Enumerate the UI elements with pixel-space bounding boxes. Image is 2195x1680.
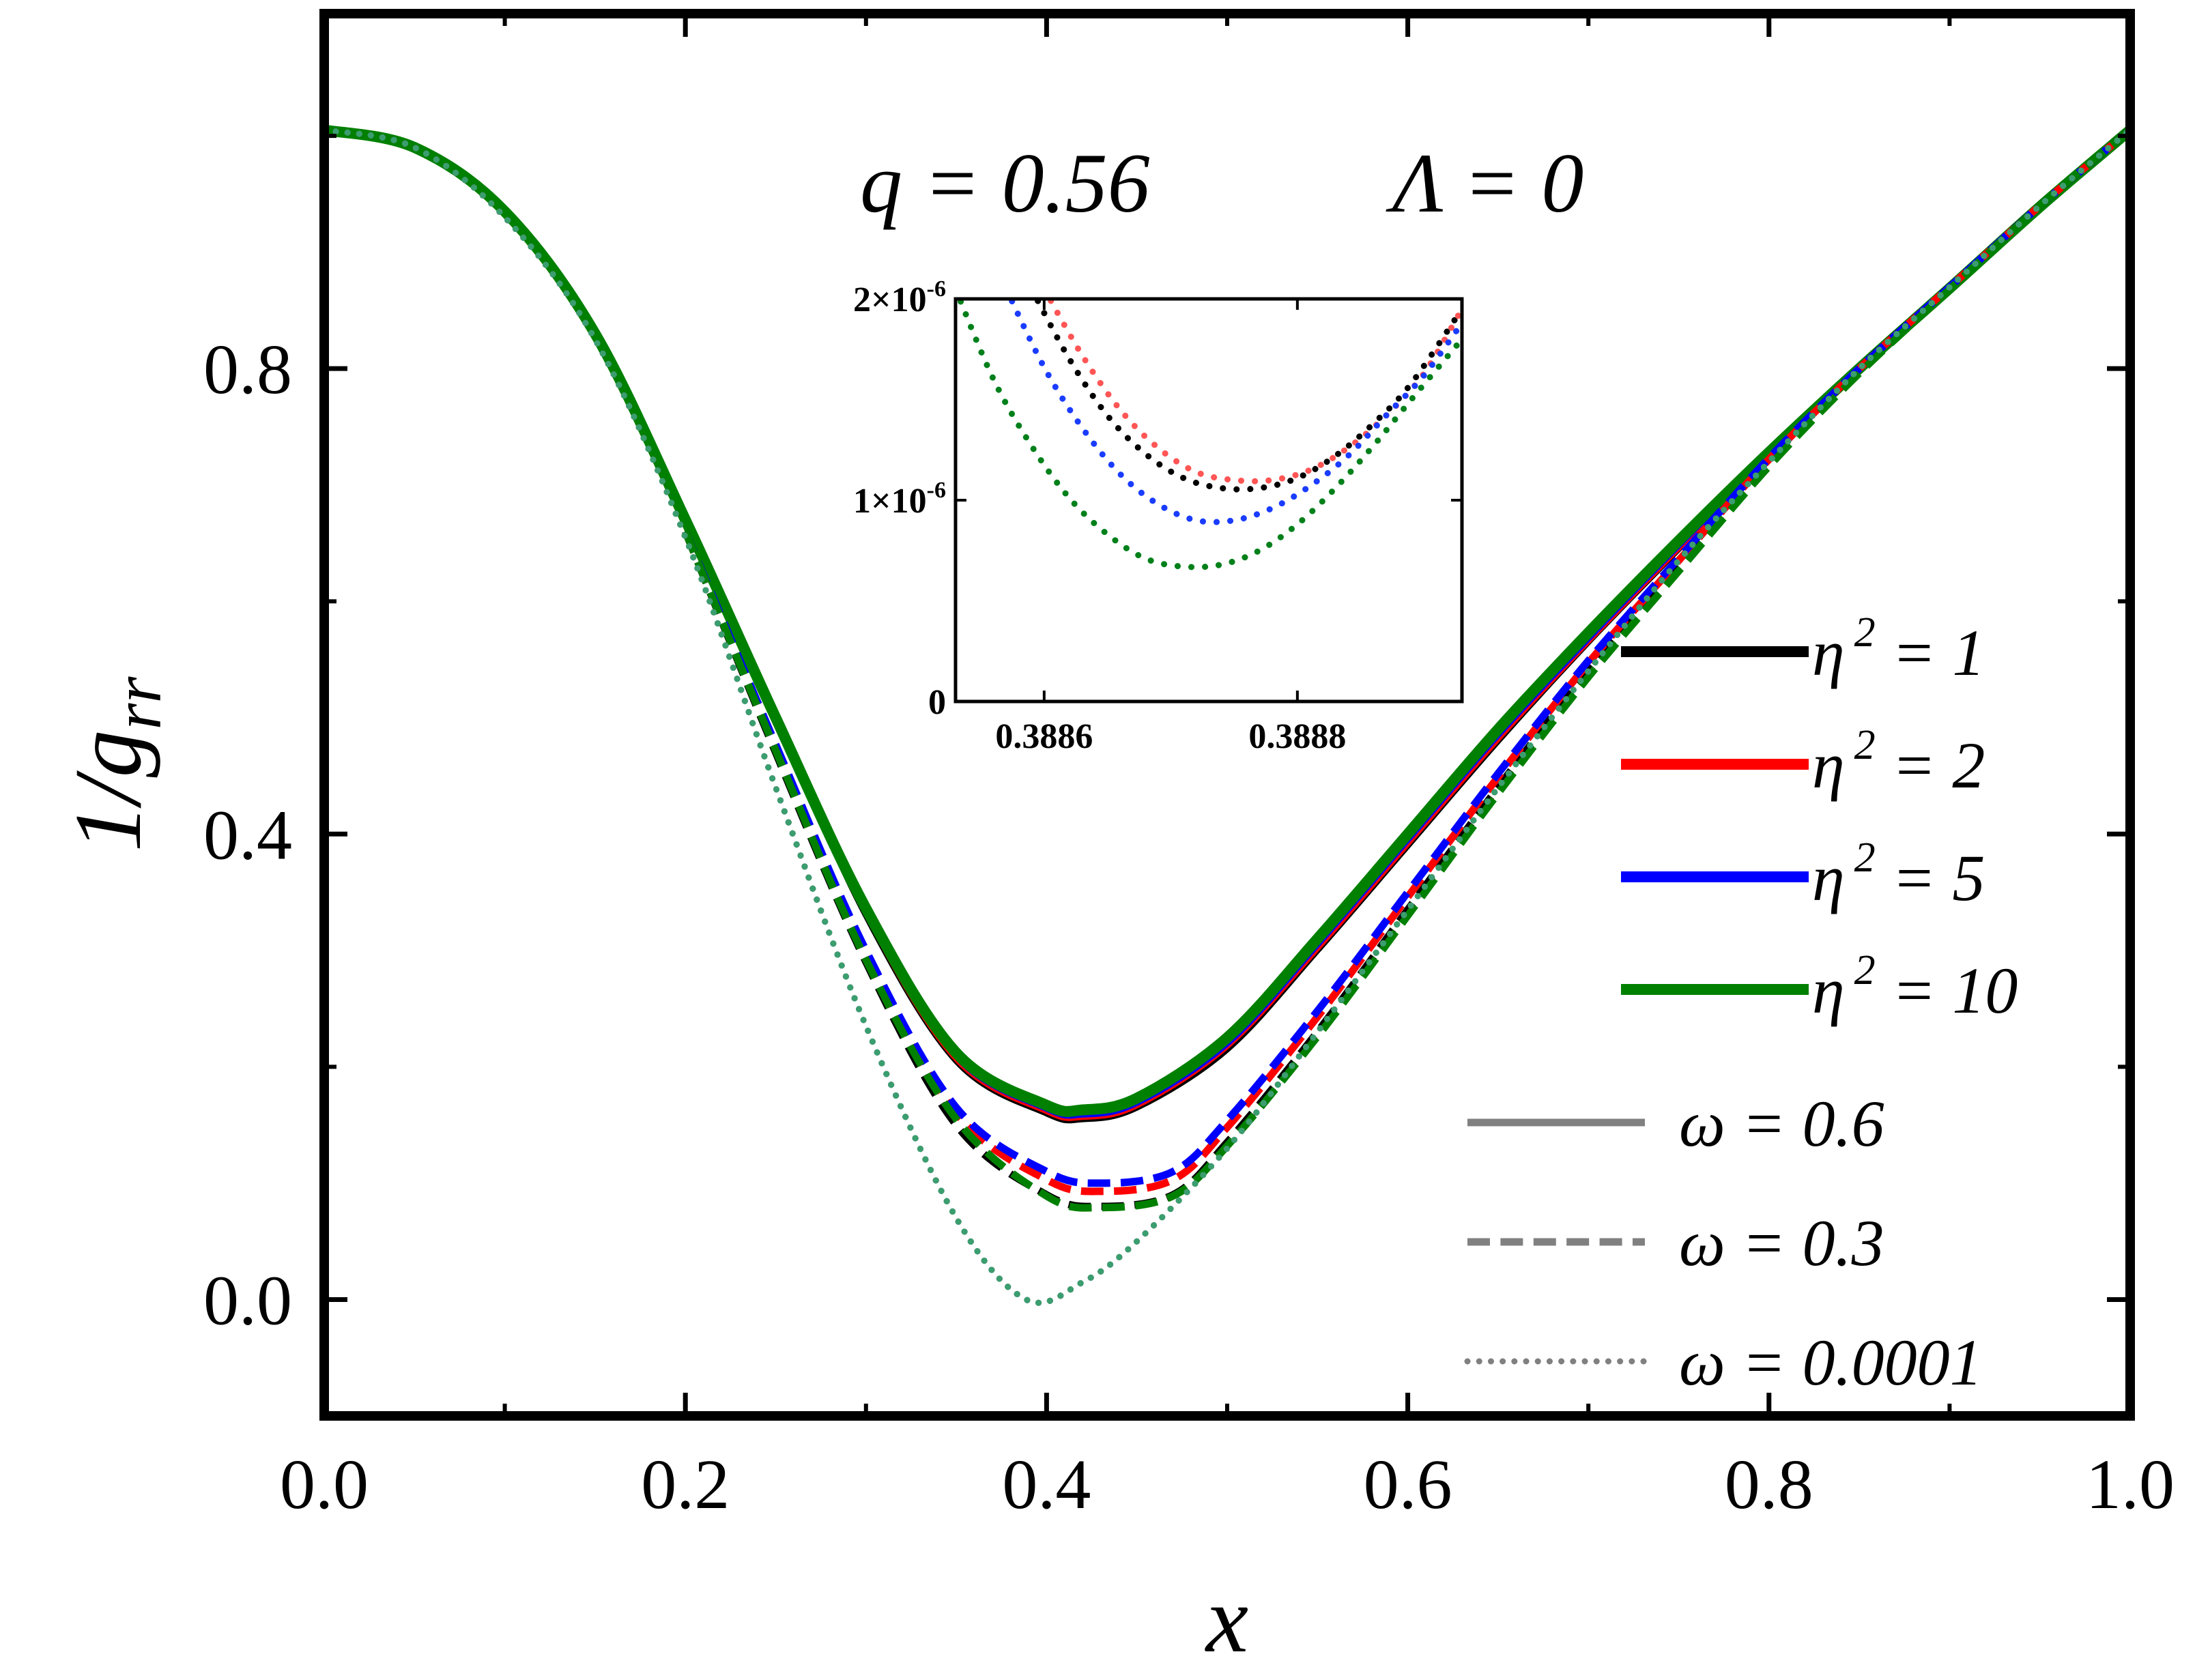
x-tick-label: 0.4 [1002,1445,1091,1524]
series-line-7 [682,127,2133,1212]
inset-series-line-3 [956,299,1462,570]
x-tick-label: 0.6 [1364,1445,1452,1524]
main-curves [321,124,2134,1306]
inset-x-tick-label: 0.3888 [1248,717,1346,756]
y-axis-label-main: 1/g [55,729,161,852]
inset-curves [956,299,1462,570]
y-tick-label: 0.4 [203,796,292,874]
annotation-lambda: Λ = 0 [1386,136,1583,230]
svg-text:1/grr: 1/grr [55,676,175,852]
x-tick-label: 1.0 [2086,1445,2175,1524]
inset-y-tick-label: 0 [928,683,946,722]
main-axes: 0.0 0.2 0.4 0.6 0.8 1.0 0.0 0.4 0.8 [203,14,2175,1524]
inset-series-line-1 [1046,299,1462,484]
x-tick-label: 0.2 [641,1445,730,1524]
legend-style-label: ω = 0.6 [1679,1087,1884,1160]
inset-background [956,299,1462,701]
x-axis-label: x [1205,1567,1248,1672]
inset-chart: 0.3886 0.3888 0 1×10-6 2×10-6 [853,276,1464,756]
inset-series-line-0 [1033,299,1462,493]
y-axis-label-subscript: rr [100,676,175,730]
plot-frame [319,9,2135,1421]
series-line-6 [682,127,2133,1187]
y-axis-label: 1/grr [55,676,175,852]
series-line-11 [321,127,2134,1306]
x-tick-label: 0.8 [1725,1445,1813,1524]
inset-x-tick-label: 0.3886 [995,717,1093,756]
inset-y-tick-label: 2×10-6 [853,276,946,319]
annotation-q: q = 0.56 [860,136,1150,230]
x-tick-label: 0.0 [280,1445,369,1524]
inset-y-tick-label: 1×10-6 [853,478,946,521]
legend-style-label: ω = 0.0001 [1679,1326,1983,1399]
y-tick-label: 0.0 [203,1261,292,1339]
inset-axes: 0.3886 0.3888 0 1×10-6 2×10-6 [853,276,1462,756]
legend-style-label: ω = 0.3 [1679,1206,1884,1279]
inset-series-line-2 [1007,299,1462,525]
y-tick-label: 0.8 [203,330,292,409]
